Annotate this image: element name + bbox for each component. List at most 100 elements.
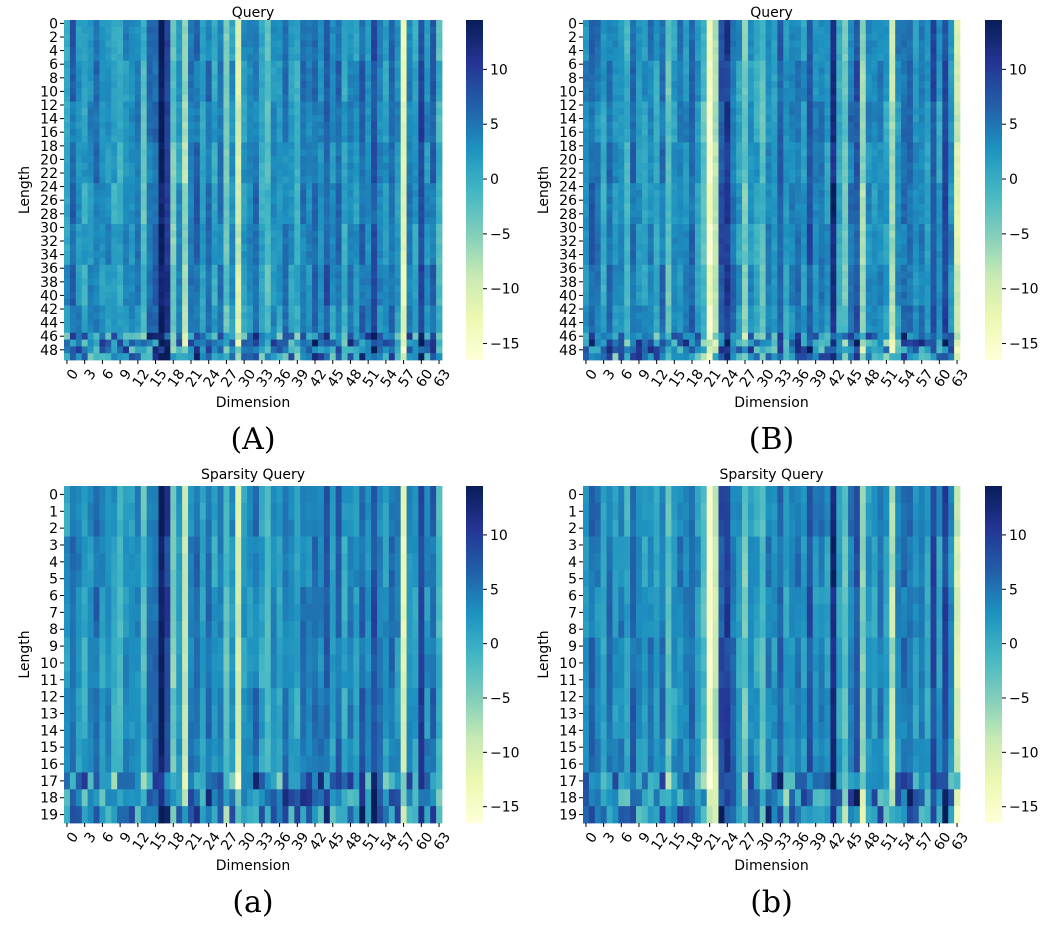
heatmap-cell (270, 326, 278, 334)
heatmap-cell (671, 190, 678, 198)
heatmap-cell (942, 135, 949, 143)
heatmap-cell (176, 278, 183, 286)
heatmap-cell (371, 230, 378, 238)
heatmap-cell (853, 183, 861, 191)
heatmap-cell (724, 156, 731, 164)
heatmap-cell (306, 26, 313, 34)
heatmap-cell (182, 346, 189, 354)
heatmap-cell (418, 33, 425, 41)
heatmap-cell (912, 26, 920, 34)
heatmap-cell (128, 346, 136, 354)
heatmap-cell (264, 339, 272, 347)
heatmap-cell (176, 108, 183, 116)
heatmap-cell (388, 60, 396, 68)
heatmap-cell (783, 149, 790, 157)
heatmap-cell (753, 190, 761, 198)
heatmap-cell (865, 47, 873, 55)
heatmap-cell (671, 94, 678, 102)
heatmap-cell (400, 94, 407, 102)
heatmap-cell (424, 237, 431, 245)
heatmap-cell (99, 237, 106, 245)
heatmap-cell (193, 298, 201, 306)
heatmap-cell (871, 81, 878, 89)
heatmap-cell (406, 298, 413, 306)
heatmap-cell (69, 264, 77, 272)
heatmap-cell (359, 108, 366, 116)
heatmap-cell (146, 346, 153, 354)
heatmap-cell (317, 74, 325, 82)
heatmap-cell (388, 81, 396, 89)
heatmap-cell (830, 47, 837, 55)
heatmap-cell (371, 278, 378, 286)
heatmap-cell (300, 237, 307, 245)
heatmap-cell (912, 149, 920, 157)
heatmap-cell (276, 40, 283, 48)
heatmap-cell (235, 244, 242, 252)
heatmap-cell (730, 54, 737, 62)
heatmap-cell (117, 40, 124, 48)
heatmap-cell (406, 176, 413, 184)
heatmap-cell (294, 47, 301, 55)
heatmap-cell (69, 332, 77, 340)
heatmap-cell (830, 169, 837, 177)
heatmap-cell (883, 60, 890, 68)
heatmap-cell (123, 251, 130, 259)
heatmap-cell (69, 312, 77, 320)
heatmap-cell (877, 169, 884, 177)
heatmap-cell (176, 149, 183, 157)
heatmap-cell (81, 183, 89, 191)
heatmap-cell (306, 40, 313, 48)
heatmap-cell (341, 81, 348, 89)
heatmap-cell (152, 176, 159, 184)
heatmap-cell (111, 135, 118, 143)
heatmap-cell (889, 162, 896, 170)
heatmap-cell (718, 47, 725, 55)
heatmap-cell (276, 94, 283, 102)
heatmap-cell (294, 60, 301, 68)
heatmap-cell (111, 142, 118, 150)
heatmap-cell (64, 346, 71, 354)
heatmap-cell (276, 312, 283, 320)
heatmap-cell (205, 346, 213, 354)
heatmap-cell (329, 60, 337, 68)
heatmap-cell (152, 81, 159, 89)
heatmap-cell (759, 40, 767, 48)
heatmap-cell (412, 135, 419, 143)
heatmap-cell (75, 264, 83, 272)
heatmap-cell (258, 47, 266, 55)
heatmap-cell (371, 94, 378, 102)
heatmap-cell (747, 47, 755, 55)
heatmap-cell (64, 20, 71, 28)
heatmap-cell (382, 271, 390, 279)
heatmap-cell (594, 169, 602, 177)
heatmap-cell (742, 162, 749, 170)
heatmap-cell (134, 326, 142, 334)
heatmap-cell (824, 81, 831, 89)
heatmap-cell (241, 67, 248, 75)
heatmap-cell (353, 47, 360, 55)
heatmap-cell (412, 176, 419, 184)
heatmap-cell (146, 108, 153, 116)
heatmap-cell (930, 190, 937, 198)
heatmap-cell (436, 278, 443, 286)
heatmap-cell (282, 108, 289, 116)
heatmap-cell (282, 332, 289, 340)
heatmap-cell (329, 326, 337, 334)
heatmap-cell (123, 47, 130, 55)
heatmap-cell (81, 101, 89, 109)
heatmap-cell (436, 20, 443, 28)
heatmap-cell (117, 47, 124, 55)
heatmap-cell (288, 196, 295, 204)
heatmap-cell (193, 156, 201, 164)
heatmap-cell (229, 346, 236, 354)
heatmap-cell (270, 81, 278, 89)
heatmap-cell (659, 190, 666, 198)
heatmap-cell (223, 149, 230, 157)
heatmap-cell (123, 298, 130, 306)
heatmap-cell (117, 162, 124, 170)
heatmap-cell (612, 183, 619, 191)
heatmap-cell (365, 258, 372, 266)
heatmap-cell (170, 210, 177, 218)
heatmap-cell (930, 128, 937, 136)
heatmap-cell (812, 108, 820, 116)
